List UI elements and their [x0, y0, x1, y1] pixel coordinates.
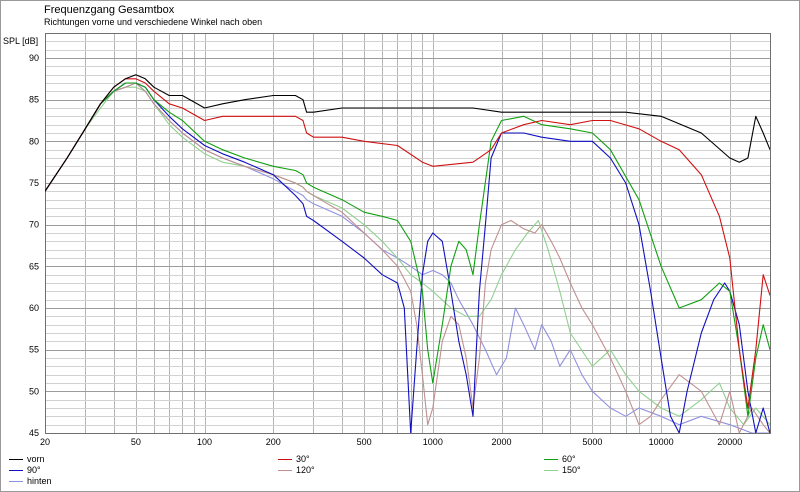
y-tick-label: 70: [29, 220, 39, 230]
series-line-90: [45, 82, 770, 433]
legend-swatch: [544, 459, 558, 460]
y-tick-label: 60: [29, 303, 39, 313]
legend-label: 150°: [562, 465, 581, 475]
x-tick-label: 2000: [492, 437, 512, 447]
x-tick-label: 1000: [423, 437, 443, 447]
series-line-30: [45, 78, 770, 409]
series-line-vorn: [45, 74, 770, 192]
x-tick-label: 20000: [717, 437, 742, 447]
x-tick-label: 500: [357, 437, 372, 447]
y-axis-label: SPL [dB]: [3, 36, 39, 46]
legend-swatch: [9, 481, 23, 482]
y-tick-label: 75: [29, 178, 39, 188]
legend-label: vorn: [27, 454, 45, 464]
x-tick-label: 5000: [582, 437, 602, 447]
legend-label: 90°: [27, 465, 41, 475]
y-tick-label: 80: [29, 136, 39, 146]
y-tick-label: 85: [29, 95, 39, 105]
chart-title: Frequenzgang Gesamtbox: [44, 4, 175, 16]
series-line-120: [45, 82, 770, 433]
y-tick-label: 65: [29, 261, 39, 271]
series-line-60: [45, 82, 770, 417]
x-tick-label: 20: [40, 437, 50, 447]
x-tick-label: 200: [266, 437, 281, 447]
legend-swatch: [278, 470, 292, 471]
y-tick-label: 90: [29, 53, 39, 63]
x-tick-label: 10000: [649, 437, 674, 447]
y-tick-label: 55: [29, 345, 39, 355]
x-tick-label: 100: [197, 437, 212, 447]
legend-label: 30°: [296, 454, 310, 464]
y-tick-label: 50: [29, 386, 39, 396]
legend-label: 120°: [296, 465, 315, 475]
legend-swatch: [9, 459, 23, 460]
legend-swatch: [9, 470, 23, 471]
legend-label: hinten: [27, 476, 52, 486]
y-tick-label: 45: [29, 428, 39, 438]
chart-subtitle: Richtungen vorne und verschiedene Winkel…: [44, 17, 263, 27]
legend-label: 60°: [562, 454, 576, 464]
x-tick-label: 50: [131, 437, 141, 447]
legend-swatch: [544, 470, 558, 471]
legend-swatch: [278, 459, 292, 460]
plot-border: [45, 33, 771, 434]
